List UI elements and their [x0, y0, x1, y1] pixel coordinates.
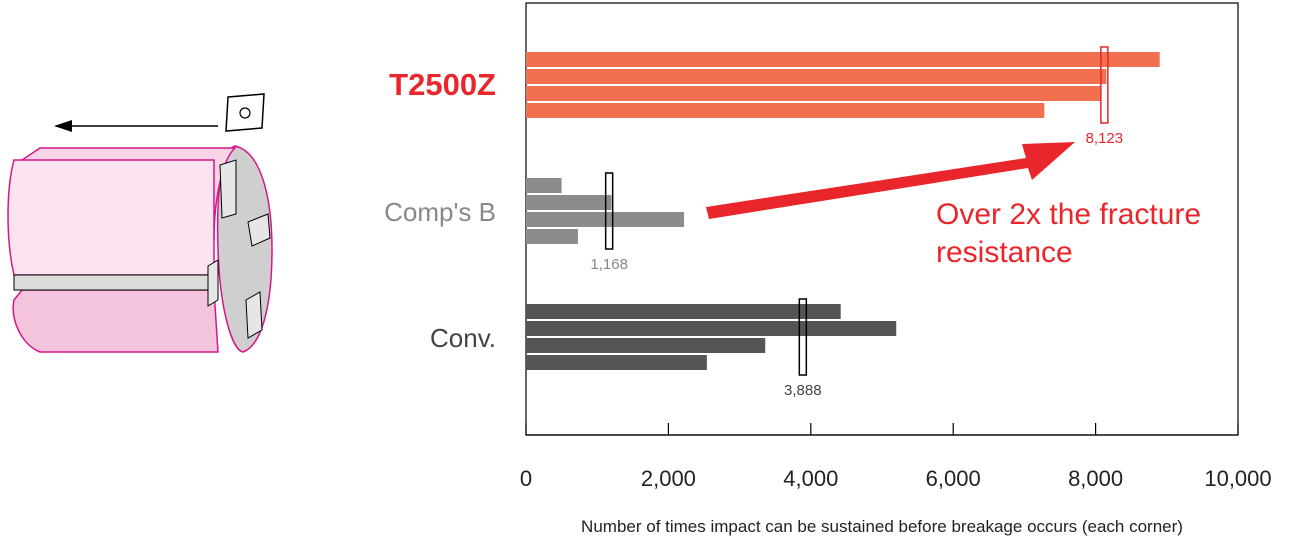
mean-marker — [1100, 46, 1109, 124]
feed-arrow-icon — [54, 120, 218, 132]
category-label: T2500Z — [389, 67, 496, 102]
bar — [526, 103, 1045, 118]
bar — [526, 69, 1107, 84]
mean-value-label: 1,168 — [590, 256, 628, 273]
mean-marker — [604, 172, 614, 250]
bar — [526, 52, 1160, 67]
x-axis-label: Number of times impact can be sustained … — [581, 517, 1183, 536]
category-labels: T2500Z Comp's B Conv. — [384, 67, 496, 353]
category-label: Comp's B — [384, 197, 496, 227]
bar — [526, 229, 578, 244]
trend-arrow-icon — [706, 142, 1075, 219]
annotation-line-2: resistance — [936, 236, 1073, 269]
insert-icon — [225, 93, 265, 132]
mean-marker — [798, 298, 808, 376]
bar — [526, 321, 897, 336]
category-label: Conv. — [430, 323, 496, 353]
bar — [526, 86, 1102, 101]
mean-value-label: 3,888 — [784, 382, 822, 399]
x-tick-label: 4,000 — [783, 466, 838, 491]
bar — [526, 355, 707, 370]
milling-cutter-illustration — [7, 93, 273, 353]
x-tick-labels: 0 2,000 4,000 6,000 8,000 10,000 — [520, 466, 1272, 491]
x-tick-label: 2,000 — [641, 466, 696, 491]
mean-value-label: 8,123 — [1086, 130, 1124, 147]
milling-cutter-icon — [7, 145, 273, 353]
tick-marks — [525, 423, 1239, 435]
bar — [526, 338, 766, 353]
x-tick-label: 10,000 — [1204, 466, 1271, 491]
mean-markers: 8,123 1,168 3,888 — [590, 46, 1124, 399]
bar — [526, 195, 612, 210]
bar — [526, 304, 841, 319]
x-tick-label: 8,000 — [1068, 466, 1123, 491]
bars — [526, 52, 1160, 370]
bar — [526, 178, 562, 193]
x-tick-label: 6,000 — [926, 466, 981, 491]
x-tick-label: 0 — [520, 466, 532, 491]
annotation-line-1: Over 2x the fracture — [936, 198, 1201, 231]
